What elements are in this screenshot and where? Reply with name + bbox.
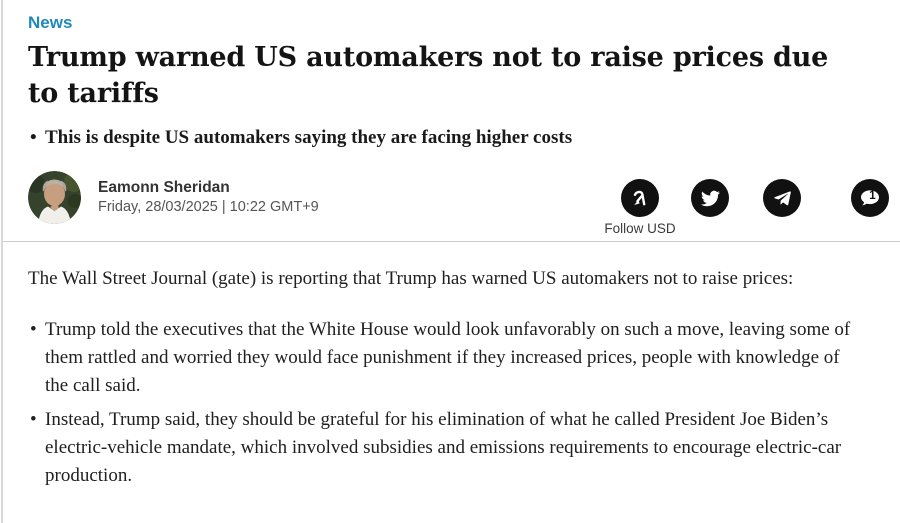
social-actions: Follow USD: [604, 171, 889, 236]
bullet-item: Instead, Trump said, they should be grat…: [28, 406, 863, 490]
page-title: Trump warned US automakers not to raise …: [28, 42, 829, 109]
news-category-link[interactable]: News: [28, 13, 73, 32]
telegram-plane-icon: [773, 190, 791, 205]
author-avatar[interactable]: [28, 171, 81, 224]
author-meta: Eamonn Sheridan Friday, 28/03/2025 | 10:…: [98, 171, 319, 217]
follow-author-button[interactable]: [621, 179, 659, 217]
bullet-item: Trump told the executives that the White…: [28, 316, 863, 400]
twitter-bird-icon: [700, 190, 720, 206]
section-divider: [3, 241, 900, 242]
telegram-share-column: [763, 179, 801, 217]
bullet-item-text: Instead, Trump said, they should be grat…: [45, 409, 842, 486]
twitter-share-column: [691, 179, 729, 217]
follow-author-label: Follow USD: [604, 221, 676, 236]
byline-row: Eamonn Sheridan Friday, 28/03/2025 | 10:…: [28, 171, 889, 236]
comment-bubble-icon: [861, 190, 879, 206]
article-subhead: This is despite US automakers saying the…: [28, 126, 848, 150]
subhead-text: This is despite US automakers saying the…: [45, 127, 573, 148]
article-bullet-list: Trump told the executives that the White…: [28, 316, 863, 490]
follow-author-icon: [633, 190, 646, 206]
article-content: News Trump warned US automakers not to r…: [3, 0, 900, 490]
author-name[interactable]: Eamonn Sheridan: [98, 179, 230, 196]
comments-column: 1: [851, 179, 889, 217]
follow-author-column: Follow USD: [604, 179, 676, 236]
comment-count-badge: 1: [869, 190, 876, 202]
comments-button[interactable]: 1: [851, 179, 889, 217]
bullet-item-text: Trump told the executives that the White…: [45, 319, 851, 396]
author-avatar-image: [28, 171, 81, 224]
twitter-share-button[interactable]: [691, 179, 729, 217]
telegram-share-button[interactable]: [763, 179, 801, 217]
article-intro: The Wall Street Journal (gate) is report…: [28, 268, 794, 289]
article-date: Friday, 28/03/2025 | 10:22 GMT+9: [98, 199, 319, 215]
